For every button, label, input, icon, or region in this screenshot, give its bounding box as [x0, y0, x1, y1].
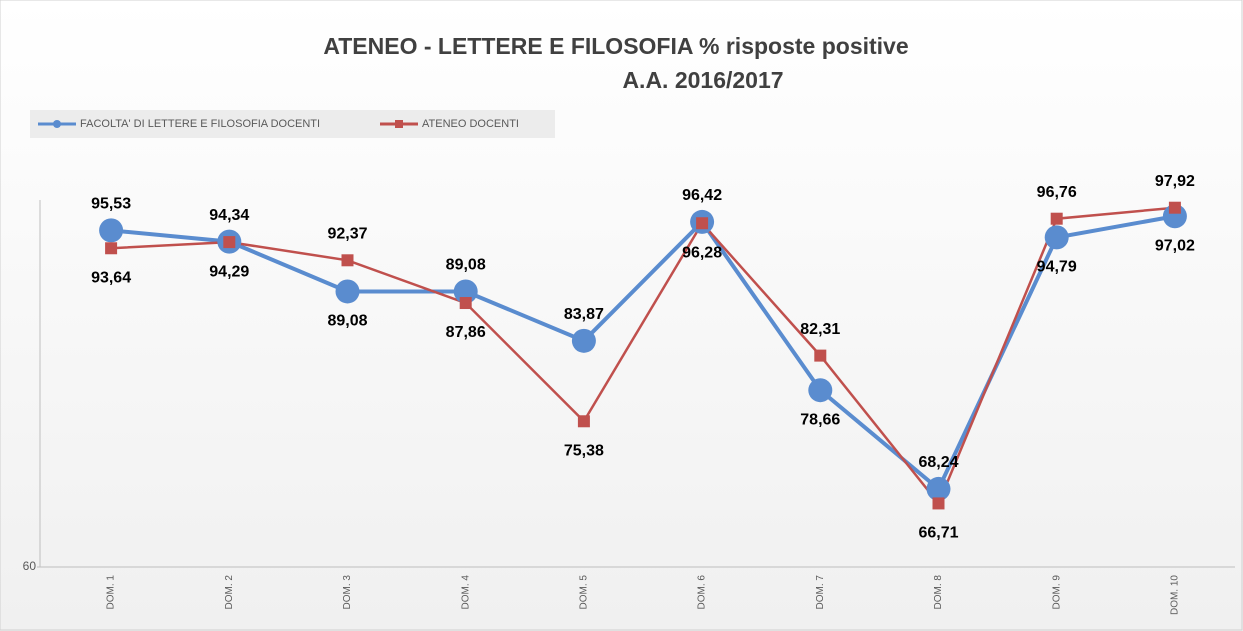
data-label: 93,64: [91, 269, 131, 286]
data-label: 94,79: [1037, 259, 1077, 276]
x-tick-label: DOM. 9: [1051, 575, 1062, 610]
data-point: [223, 236, 236, 249]
x-tick-label: DOM. 8: [933, 575, 944, 610]
x-tick-label: DOM. 5: [579, 575, 590, 610]
data-point: [105, 242, 118, 255]
data-label: 68,24: [918, 454, 958, 471]
x-tick-label: DOM. 3: [342, 575, 353, 610]
data-label: 96,28: [682, 244, 722, 261]
x-tick-label: DOM. 10: [1170, 575, 1181, 615]
legend-box: [30, 110, 555, 138]
data-label: 96,76: [1037, 184, 1077, 201]
data-label: 97,02: [1155, 237, 1195, 254]
legend-marker: [53, 120, 61, 128]
data-point: [1168, 201, 1181, 214]
data-label: 89,08: [446, 257, 486, 274]
data-point: [814, 349, 827, 362]
data-point: [926, 476, 951, 501]
x-tick-label: DOM. 6: [697, 575, 708, 610]
x-tick-label: DOM. 4: [460, 575, 471, 610]
series-line: [111, 206, 1176, 506]
chart-subtitle: A.A. 2016/2017: [622, 67, 783, 93]
data-point: [1044, 225, 1069, 250]
data-label: 66,71: [918, 525, 958, 542]
data-point: [696, 217, 709, 230]
data-label: 82,31: [800, 321, 840, 338]
x-tick-label: DOM. 1: [106, 575, 117, 610]
legend-label: FACOLTA' DI LETTERE E FILOSOFIA DOCENTI: [80, 118, 320, 130]
data-point: [335, 279, 360, 304]
data-point: [577, 415, 590, 428]
data-point: [1050, 212, 1063, 225]
data-label: 95,53: [91, 196, 131, 213]
y-tick-label: 60: [23, 559, 37, 573]
data-label: 94,34: [209, 207, 249, 224]
data-label: 94,29: [209, 263, 249, 280]
data-point: [459, 297, 472, 310]
legend-label: ATENEO DOCENTI: [422, 118, 519, 130]
data-label: 97,92: [1155, 173, 1195, 190]
data-label: 96,42: [682, 187, 722, 204]
data-point: [808, 378, 833, 403]
data-point: [341, 254, 354, 267]
x-tick-label: DOM. 7: [815, 575, 826, 610]
data-label: 92,37: [327, 226, 367, 243]
x-tick-label: DOM. 2: [224, 575, 235, 610]
data-label: 78,66: [800, 411, 840, 428]
data-label: 89,08: [327, 313, 367, 330]
legend-marker: [395, 120, 403, 128]
data-point: [932, 497, 945, 510]
data-label: 87,86: [446, 324, 486, 341]
data-label: 83,87: [564, 306, 604, 323]
data-label: 75,38: [564, 442, 604, 459]
chart-title: ATENEO - LETTERE E FILOSOFIA % risposte …: [323, 33, 908, 59]
data-point: [571, 328, 596, 353]
data-point: [99, 218, 124, 243]
